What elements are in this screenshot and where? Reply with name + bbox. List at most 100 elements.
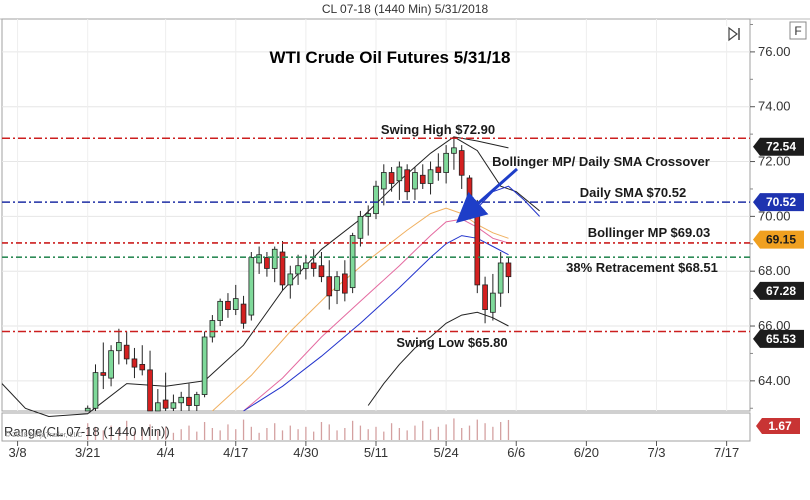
- horizontal-levels: [2, 137, 750, 333]
- candle-body: [139, 363, 146, 371]
- bollinger-midpoint-line: [243, 218, 509, 412]
- price-badge-value: 69.15: [766, 233, 796, 247]
- candle-body: [186, 396, 192, 406]
- candle-body: [287, 273, 294, 286]
- play-icon: [728, 26, 738, 42]
- label-retracement: 38% Retracement $68.51: [566, 260, 718, 275]
- candle-body: [326, 276, 333, 297]
- price-badge-value: 70.52: [766, 195, 796, 209]
- x-tick-label: 6/20: [574, 445, 599, 460]
- candle-body: [256, 254, 262, 264]
- candle-body: [388, 172, 395, 184]
- range-badge-value: 1.67: [768, 419, 792, 433]
- x-tick-label: 5/24: [433, 445, 458, 460]
- crossover-arrow: [456, 167, 518, 223]
- y-axis: 76.00 74.00 72.00 70.00 68.00 66.00 64.00: [750, 23, 791, 409]
- candle-body: [84, 407, 91, 412]
- candle-body: [271, 248, 278, 269]
- candle-body: [248, 257, 255, 316]
- price-badge: [753, 281, 804, 300]
- price-badge-value: 67.28: [766, 284, 796, 298]
- candle-body: [357, 215, 364, 239]
- x-tick-label: 5/11: [364, 445, 388, 460]
- price-badge: [753, 230, 804, 249]
- candle-body: [201, 336, 208, 395]
- candle-body: [209, 320, 216, 338]
- x-tick-label: 7/17: [714, 445, 739, 460]
- x-tick-label: 4/17: [223, 445, 248, 460]
- candle-body: [497, 262, 504, 294]
- candle-body: [490, 292, 496, 313]
- candle-body: [466, 177, 473, 204]
- candle-body: [349, 235, 356, 289]
- candle-body: [334, 276, 340, 291]
- candle-body: [116, 342, 122, 352]
- candle-body: [279, 251, 286, 286]
- y-tick-label: 64.00: [758, 373, 791, 388]
- candle-body: [295, 265, 301, 275]
- candle-body: [155, 402, 161, 412]
- x-tick-label: 4/30: [293, 445, 318, 460]
- watermark: © 2018 NinjaTrader, LLC: [5, 431, 82, 439]
- x-tick-label: 3/8: [9, 445, 27, 460]
- candle-body: [162, 399, 169, 409]
- candle-body: [232, 298, 239, 310]
- corner-button-label: F: [794, 24, 801, 38]
- candle-body: [435, 166, 442, 173]
- x-axis: 3/8 3/21 4/4 4/17 4/30 5/11 5/24 6/6 6/20 7/3 7/17: [9, 441, 739, 460]
- candle-body: [419, 174, 426, 184]
- price-badge: [753, 193, 804, 212]
- candle-body: [225, 300, 231, 310]
- corner-button[interactable]: F: [789, 21, 807, 40]
- candle-body: [427, 169, 434, 184]
- sma-line: [243, 235, 509, 412]
- label-bollinger-mp: Bollinger MP $69.03: [588, 225, 711, 240]
- bollinger-upper-band: [1, 136, 540, 418]
- range-label: Range(CL 07-18 (1440 Min)): [4, 424, 170, 439]
- range-indicator: [87, 418, 510, 440]
- x-tick-label: 7/3: [647, 445, 665, 460]
- candle-body: [404, 169, 410, 193]
- candle-body: [451, 147, 457, 154]
- label-swing-high: Swing High $72.90: [381, 122, 495, 137]
- candle-body: [193, 394, 200, 406]
- price-badge: [753, 137, 804, 156]
- candle-body: [100, 372, 107, 376]
- candle-body: [458, 150, 465, 176]
- candle-body: [108, 350, 114, 379]
- candle-body: [123, 344, 130, 360]
- y-tick-label: 68.00: [758, 263, 791, 278]
- chart-title: WTI Crude Oil Futures 5/31/18: [270, 48, 511, 67]
- candle-body: [240, 303, 247, 324]
- chart-header: CL 07-18 (1440 Min) 5/31/2018: [322, 2, 489, 16]
- candle-body: [264, 257, 270, 269]
- candle-body: [396, 166, 403, 182]
- candle-body: [380, 172, 387, 190]
- x-tick-label: 4/4: [157, 445, 175, 460]
- candle-body: [373, 185, 379, 215]
- candle-body: [318, 265, 325, 278]
- candle-body: [131, 358, 138, 368]
- candle-body: [505, 262, 512, 278]
- price-badges: 72.54 70.52 69.15 67.28 65.53: [753, 137, 804, 348]
- price-badge: [753, 329, 804, 348]
- label-swing-low: Swing Low $65.80: [396, 335, 507, 350]
- candle-body: [217, 300, 223, 321]
- candle-body: [147, 369, 153, 412]
- x-tick-label: 6/6: [507, 445, 525, 460]
- y-tick-label: 70.00: [758, 208, 791, 223]
- scroll-end-button[interactable]: [726, 26, 742, 42]
- candle-body: [92, 372, 99, 409]
- annotations: Swing High $72.90 Bollinger MP/ Daily SM…: [381, 122, 718, 350]
- candle-body: [310, 262, 317, 269]
- candle-body: [482, 284, 488, 310]
- candle-body: [303, 262, 309, 269]
- candle-body: [443, 152, 449, 173]
- y-tick-label: 66.00: [758, 318, 791, 333]
- range-badge-shape: [756, 418, 800, 434]
- y-tick-label: 72.00: [758, 154, 791, 169]
- candle-body: [365, 213, 372, 217]
- candle-body: [178, 396, 185, 404]
